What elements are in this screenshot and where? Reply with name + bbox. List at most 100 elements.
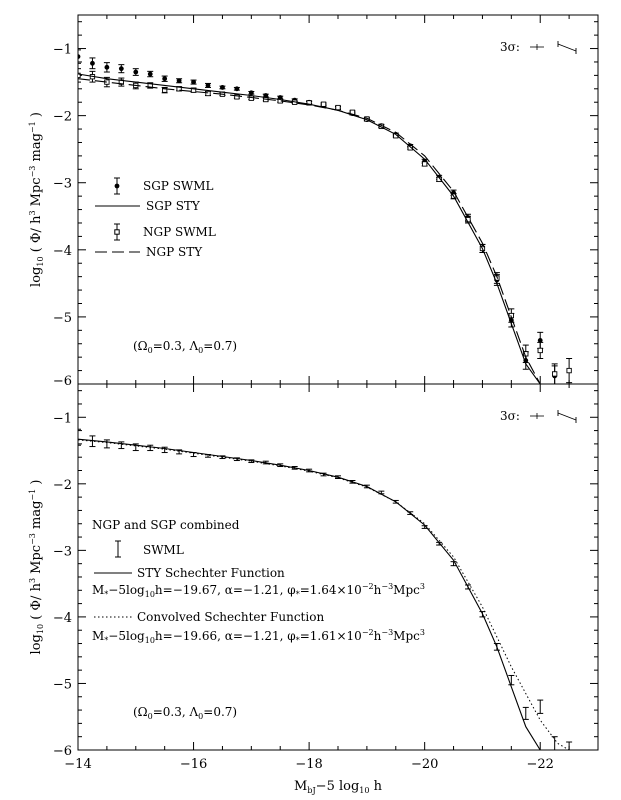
open-square-marker xyxy=(205,90,211,97)
y-tick-label: −6 xyxy=(53,374,72,389)
text-part: * xyxy=(296,636,300,645)
ngp-swml-point xyxy=(551,363,558,384)
text-part: J xyxy=(311,786,315,795)
legend-label: SGP STY xyxy=(146,199,201,213)
text-part: ) xyxy=(29,480,44,489)
legend: SGP SWML SGP STY NGP SWML NGP STY xyxy=(95,177,216,259)
ngp-swml-point xyxy=(522,344,529,364)
sty-schechter-function-line xyxy=(78,438,549,750)
swml-point xyxy=(103,439,110,449)
three-sigma-label: 3σ: xyxy=(500,409,520,423)
text-part: 0 xyxy=(198,712,203,721)
text-part: −5log xyxy=(108,629,145,643)
text-part: 10 xyxy=(145,590,155,599)
y-tick-label: −5 xyxy=(53,311,72,326)
sigma-slope xyxy=(557,43,577,52)
text-part: −2 xyxy=(362,582,374,591)
three-sigma-indicator: 3σ: xyxy=(500,409,577,423)
open-square-marker xyxy=(422,161,428,167)
sgp-swml-point xyxy=(161,75,168,82)
text-part: =0.3, Λ xyxy=(153,705,199,719)
open-square-marker xyxy=(162,87,168,93)
open-square-marker xyxy=(320,101,327,107)
text-part: (Ω xyxy=(133,705,148,719)
open-square-marker xyxy=(234,94,240,100)
text-part: 3 xyxy=(28,578,37,583)
text-part: =1.64×10 xyxy=(300,583,362,597)
text-part: 0 xyxy=(148,712,153,721)
swml-point xyxy=(78,428,81,446)
x-tick-label: −22 xyxy=(527,757,554,772)
ngp-swml-point xyxy=(78,68,81,83)
sgp-swml-point xyxy=(248,90,255,96)
sgp-swml-point xyxy=(89,57,96,70)
text-part: h xyxy=(374,583,382,597)
legend-label: Convolved Schechter Function xyxy=(137,610,324,624)
ngp-swml-point xyxy=(566,358,573,384)
sgp-swml-point xyxy=(233,86,240,92)
y-tick-label: −1 xyxy=(53,411,72,426)
y-tick-label: −3 xyxy=(53,544,72,559)
text-part: mag xyxy=(29,501,44,534)
y-tick-label: −4 xyxy=(53,244,72,259)
x-tick-label: −20 xyxy=(411,757,438,772)
legend: NGP and SGP combined SWML STY Schechter Fu… xyxy=(92,518,425,645)
filled-circle-marker xyxy=(90,60,95,66)
legend-label: STY Schechter Function xyxy=(137,566,285,580)
filled-circle-marker xyxy=(147,71,153,77)
text-part: M xyxy=(92,583,104,597)
open-square-marker xyxy=(335,104,341,111)
text-part: −3 xyxy=(381,582,393,591)
text-part: 0 xyxy=(148,346,153,355)
text-part: * xyxy=(296,590,300,599)
text-part: 0 xyxy=(198,346,203,355)
text-part: 10 xyxy=(145,636,155,645)
legend-item: Convolved Schechter Function M*​−5log10​h… xyxy=(92,610,425,645)
three-sigma-label: 3σ: xyxy=(500,40,520,54)
legend-item: STY Schechter Function M*​−5log10​h=−19.6… xyxy=(92,566,425,599)
x-tick-label: −14 xyxy=(64,757,91,772)
sgp-swml-point xyxy=(190,79,197,85)
cosmology-annotation: (Ω0​=0.3, Λ0​=0.7) xyxy=(133,339,237,355)
swml-point xyxy=(89,435,96,448)
text-part: =0.3, Λ xyxy=(153,339,199,353)
filled-circle-marker xyxy=(191,79,196,85)
legend-parameters: M*​−5log10​h=−19.66, α=−1.21, φ*​=1.61×1… xyxy=(92,628,425,645)
text-part: ( Φ/ h xyxy=(29,582,44,624)
text-part: ( Φ/ h xyxy=(29,215,44,257)
legend-label: NGP SWML xyxy=(143,225,216,239)
x-axis-label: Mb​J​−5 log10​ h xyxy=(294,779,383,795)
filled-circle-marker xyxy=(537,337,543,343)
text-part: mag xyxy=(29,133,44,166)
ngp-swml-point xyxy=(161,86,168,94)
filled-circle-marker xyxy=(162,76,168,82)
legend-label: SGP SWML xyxy=(143,179,214,193)
sgp-sty-line xyxy=(78,73,549,384)
text-part: −3 xyxy=(381,628,393,637)
legend-filled-circle xyxy=(114,183,120,189)
text-part: 3 xyxy=(28,210,37,215)
legend-item: SGP STY xyxy=(95,199,201,213)
text-part: −5log xyxy=(108,583,145,597)
sgp-swml-point xyxy=(132,68,139,76)
sgp-swml-point xyxy=(219,85,226,90)
text-part: Mpc xyxy=(29,177,44,210)
sgp-swml-point xyxy=(176,78,183,84)
text-part: M xyxy=(294,779,307,794)
filled-circle-marker xyxy=(133,69,139,75)
text-part: ) xyxy=(29,112,44,121)
x-tick-label: −18 xyxy=(295,757,322,772)
text-part: h=−19.67, α=−1.21, φ xyxy=(155,583,296,597)
text-part: −1 xyxy=(28,121,37,133)
ngp-swml-point xyxy=(205,90,211,97)
ngp-swml-point xyxy=(320,101,327,107)
legend-item: NGP STY xyxy=(95,245,203,259)
y-tick-label: −1 xyxy=(53,43,72,58)
text-part: Mpc xyxy=(393,583,420,597)
y-tick-label: −5 xyxy=(53,677,72,692)
sgp-swml-point xyxy=(78,49,81,64)
text-part: −5 log xyxy=(316,779,360,794)
text-part: 3 xyxy=(420,628,425,637)
text-part: M xyxy=(92,629,104,643)
open-square-marker xyxy=(190,87,197,93)
